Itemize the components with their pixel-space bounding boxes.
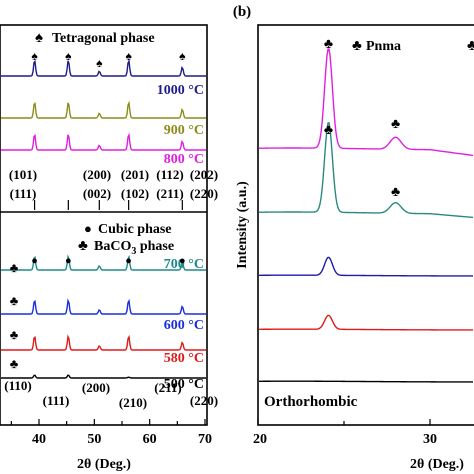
cubic-legend-symbol: ● — [84, 221, 92, 236]
lower-pattern-600-c — [1, 298, 206, 315]
baco3-legend-symbol: ♣ — [78, 238, 88, 254]
upper-series-label-1000-c: 1000 °C — [157, 83, 204, 98]
lower-series-label-500-c: 500 °C — [164, 377, 204, 392]
upper-peak-marker-4: ♠ — [179, 49, 186, 63]
tetragonal-legend-symbol: ♠ — [35, 30, 43, 46]
panel-b-y-label: Intensity (a.u.) — [235, 181, 250, 269]
panel-b-label: (b) — [233, 4, 251, 20]
panel-b-x-label: 2θ (Deg.) — [410, 457, 464, 472]
panel-a-labels: 1000 °C 900 °C 800 °C ♠ Tetragonal phase ♠ ♠ ♠ ♠… — [4, 30, 218, 410]
upper-peak-marker-1: ♠ — [65, 49, 72, 63]
lower-pattern-500-c — [1, 374, 206, 379]
panel-a-tick-label-1: 50 — [87, 432, 101, 447]
pnma-legend-label: Pnma — [366, 39, 401, 54]
cubic-peak-marker-2: ● — [125, 255, 132, 267]
panel-a: 1000 °C 900 °C 800 °C ♠ Tetragonal phase ♠ ♠ ♠ ♠… — [0, 24, 218, 472]
panel-b-peak-marker-magenta-0: ♣ — [324, 37, 333, 52]
cubic-legend-label: Cubic phase — [98, 222, 172, 237]
panel-a-series — [1, 58, 206, 379]
panel-a-tick-label-0: 40 — [32, 432, 46, 447]
lower-miller-index-3: (210) — [119, 395, 147, 410]
panel-b-pattern-magenta — [258, 48, 474, 157]
pnma-extra-marker: ♣ — [467, 38, 474, 54]
baco3-peak-marker-2: ♣ — [10, 327, 19, 342]
upper-miller-index-1: (111) — [10, 186, 37, 201]
panel-a-x-label: 2θ (Deg.) — [77, 457, 131, 472]
upper-pattern-900-c — [1, 100, 206, 119]
upper-miller-index-8: (202) — [190, 167, 218, 182]
panel-b-peak-marker-teal-1: ♣ — [391, 185, 400, 200]
panel-b-series — [258, 48, 474, 383]
panel-b-peak-marker-magenta-1: ♣ — [391, 117, 400, 132]
lower-miller-index-5: (220) — [190, 393, 218, 408]
panel-b-pattern-blue — [259, 256, 473, 277]
panel-b-pattern-red — [259, 314, 473, 331]
lower-pattern-580-c — [1, 334, 206, 351]
panel-b-tick-label-0: 20 — [253, 432, 267, 447]
upper-miller-index-4: (201) — [121, 167, 149, 182]
panel-b-labels: ♣ Pnma ♣ ♣ ♣ ♣ ♣ Orthorhombic — [264, 37, 474, 410]
upper-series-label-900-c: 900 °C — [164, 123, 204, 138]
upper-pattern-1000-c — [1, 58, 206, 77]
cubic-peak-marker-0: ● — [31, 255, 38, 267]
baco3-peak-marker-1: ♣ — [10, 293, 19, 308]
lower-series-label-700-c: 700 °C — [164, 257, 204, 272]
panel-a-tick-label-2: 60 — [143, 432, 157, 447]
panel-b-frame — [257, 24, 474, 426]
upper-peak-marker-0: ♠ — [31, 49, 38, 63]
panel-b-pattern-teal — [258, 122, 474, 219]
panel-b-pattern-black — [259, 380, 473, 383]
panel-b-x-ticks: 20 30 — [253, 419, 437, 447]
panel-a-frame — [0, 24, 208, 426]
baco3-legend-label: BaCO3 phase — [94, 239, 174, 257]
panel-b-tick-label-1: 30 — [423, 432, 437, 447]
baco3-legend-text: BaCO — [94, 239, 131, 254]
upper-peak-marker-2: ♠ — [96, 56, 103, 70]
lower-pattern-700-c — [1, 254, 206, 271]
panel-b-peak-marker-teal-0: ♣ — [324, 123, 333, 138]
baco3-legend-tail: phase — [136, 239, 174, 254]
upper-series-label-800-c: 800 °C — [164, 152, 204, 167]
upper-miller-index-7: (211) — [156, 186, 183, 201]
upper-miller-index-5: (102) — [121, 186, 149, 201]
panel-a-x-ticks: 40 50 60 70 — [10, 419, 212, 447]
cubic-peak-marker-3: ● — [179, 255, 186, 267]
panel-a-tick-label-3: 70 — [198, 432, 212, 447]
baco3-peak-marker-3: ♣ — [10, 356, 19, 371]
lower-miller-index-4: (211) — [154, 380, 181, 395]
baco3-legend-subscript: 3 — [131, 246, 136, 257]
upper-peak-marker-3: ♠ — [125, 49, 132, 63]
upper-miller-index-0: (101) — [9, 167, 37, 182]
tetragonal-legend-label: Tetragonal phase — [52, 31, 155, 46]
lower-series-label-580-c: 580 °C — [164, 351, 204, 366]
cubic-peak-marker-1: ● — [65, 255, 72, 267]
lower-series-label-600-c: 600 °C — [164, 318, 204, 333]
pnma-legend-symbol: ♣ — [352, 38, 362, 54]
upper-miller-index-2: (200) — [83, 167, 111, 182]
lower-miller-index-1: (111) — [43, 393, 70, 408]
upper-miller-index-6: (112) — [156, 167, 183, 182]
orthorhombic-annotation: Orthorhombic — [264, 394, 358, 410]
panel-b: (b) ♣ Pnma ♣♣♣♣♣Orthorhombic 20 30 Intensit… — [233, 4, 474, 472]
upper-pattern-800-c — [1, 132, 206, 151]
upper-miller-index-9: (220) — [190, 186, 218, 201]
lower-miller-index-2: (200) — [82, 380, 110, 395]
baco3-peak-marker-0: ♣ — [10, 260, 19, 275]
lower-miller-index-0: (110) — [4, 378, 31, 393]
upper-miller-index-3: (002) — [83, 186, 111, 201]
